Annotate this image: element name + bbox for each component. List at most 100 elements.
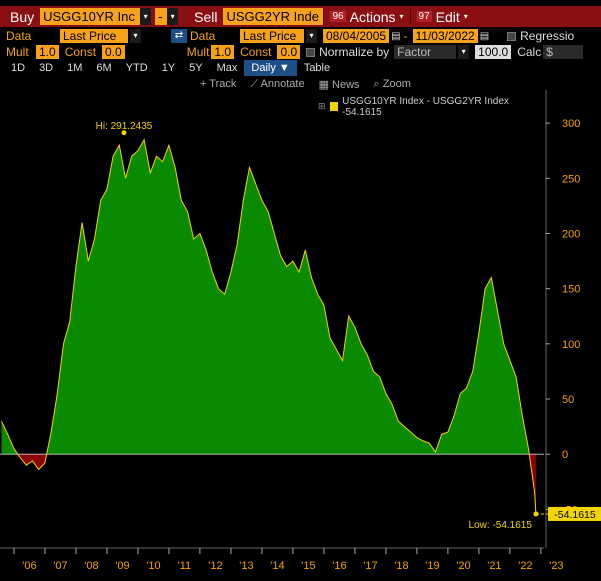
hi-marker [121, 130, 127, 136]
regression-label: Regressio [520, 29, 575, 43]
const-input-1[interactable]: 0.0 [102, 45, 125, 59]
y-tick-label: 100 [562, 339, 580, 351]
period-max[interactable]: Max [216, 62, 238, 74]
x-tick-label: '10 [146, 560, 160, 572]
track-tool[interactable]: + Track [200, 78, 237, 90]
y-tick-label: 50 [562, 394, 574, 406]
spread-chart[interactable]: 300250200150100500-50'06'07'08'09'10'11'… [0, 76, 601, 581]
data-field-1-dropdown[interactable]: ▾ [130, 29, 141, 43]
x-tick-label: '20 [456, 560, 470, 572]
x-tick-label: '07 [53, 560, 67, 572]
regression-checkbox[interactable] [507, 31, 517, 41]
buy-dropdown[interactable]: ▾ [140, 8, 152, 25]
y-tick-label: 300 [562, 118, 580, 130]
security-toolbar: Buy USGG10YR Inc ▾ - ▾ Sell USGG2YR Inde… [0, 6, 601, 27]
edit-label: Edit [435, 8, 460, 25]
calendar-icon[interactable]: ▤ [479, 30, 490, 42]
start-date-input[interactable]: 08/04/2005 [323, 29, 390, 43]
legend-expand-icon[interactable]: ⊞ [318, 101, 326, 111]
top-status-strip [0, 0, 601, 6]
calendar-icon[interactable]: ▤ [391, 30, 401, 42]
zoom-label: Zoom [382, 78, 411, 90]
news-label: News [332, 79, 360, 91]
actions-number: 96 [330, 11, 346, 22]
period-1m[interactable]: 1M [67, 62, 83, 74]
y-tick-label: 0 [562, 449, 568, 461]
mult-input-2[interactable]: 1.0 [211, 45, 235, 59]
factor-dropdown[interactable]: ▾ [458, 45, 470, 59]
x-tick-label: '21 [487, 560, 501, 572]
period-6m[interactable]: 6M [96, 62, 112, 74]
chevron-down-icon: ▾ [399, 12, 404, 21]
chevron-down-icon: ▾ [463, 12, 468, 21]
period-1y[interactable]: 1Y [161, 62, 176, 74]
y-tick-label: 250 [562, 173, 580, 185]
annotate-tool[interactable]: ⟋ Annotate [250, 78, 305, 90]
buy-security-input[interactable]: USGG10YR Inc [40, 8, 141, 25]
const-input-2[interactable]: 0.0 [277, 45, 301, 59]
x-tick-label: '22 [518, 560, 532, 572]
factor-value-input[interactable]: 100.0 [475, 45, 512, 59]
legend-swatch [329, 102, 339, 111]
sell-security-input[interactable]: USGG2YR Inde [223, 8, 324, 25]
multiplier-settings-row: Mult 1.0 Const 0.0 Mult 1.0 Const 0.0 No… [0, 44, 601, 60]
data2-label: Data [190, 29, 216, 43]
period-table[interactable]: Table [303, 62, 331, 74]
period-daily[interactable]: Daily ▼ [244, 60, 297, 76]
last-value-label: -54.1615 [554, 509, 596, 521]
positive-spread-area [1, 139, 530, 455]
swap-arrow-icon[interactable]: ⇄ [171, 29, 187, 43]
y-tick-label: 150 [562, 284, 580, 296]
period-1d[interactable]: 1D [11, 62, 26, 74]
end-date-input[interactable]: 11/03/2022 [412, 29, 478, 43]
const-label: Const [64, 45, 97, 59]
track-label: Track [209, 78, 237, 90]
data-field-2-dropdown[interactable]: ▾ [306, 29, 317, 43]
mult-label: Mult [6, 45, 29, 59]
x-tick-label: '06 [22, 560, 36, 572]
calc-label: Calc [517, 45, 542, 59]
const2-label: Const [240, 45, 272, 59]
chart-legend[interactable]: ⊞ USGG10YR Index - USGG2YR Index -54.161… [316, 95, 542, 118]
x-tick-label: '18 [394, 560, 408, 572]
actions-button[interactable]: 96 Actions ▾ [323, 8, 410, 25]
normalize-label: Normalize by [319, 45, 390, 59]
news-tool[interactable]: ▦ News [318, 79, 360, 91]
mult2-label: Mult [186, 45, 210, 59]
date-dash: - [403, 29, 408, 43]
zoom-tool[interactable]: ⌕ Zoom [373, 78, 411, 90]
x-tick-label: '12 [208, 560, 222, 572]
last-value-box [548, 506, 601, 521]
low-label: Low: -54.1615 [469, 520, 533, 531]
x-tick-label: '15 [301, 560, 315, 572]
spread-series-line [1, 138, 537, 515]
period-bar: 1D 3D 1M 6M YTD 1Y 5Y Max Daily ▼ Table [0, 60, 601, 76]
x-tick-label: '08 [84, 560, 98, 572]
x-tick-label: '19 [425, 560, 439, 572]
edit-number: 97 [416, 11, 432, 22]
sell-label: Sell [194, 8, 218, 25]
period-3d[interactable]: 3D [39, 62, 54, 74]
data-field-1[interactable]: Last Price [60, 29, 128, 43]
x-tick-label: '17 [363, 560, 377, 572]
annotate-label: Annotate [260, 78, 305, 90]
factor-select[interactable]: Factor [394, 45, 457, 59]
period-ytd[interactable]: YTD [125, 62, 148, 74]
data-settings-row: Data Last Price ▾ ⇄ Data Last Price ▾ 08… [0, 28, 601, 44]
x-tick-label: '11 [178, 560, 192, 572]
calc-select[interactable]: $ [543, 45, 584, 59]
edit-button[interactable]: 97 Edit ▾ [409, 8, 474, 25]
mult-input-1[interactable]: 1.0 [36, 45, 59, 59]
data-label: Data [6, 29, 32, 43]
data-field-2[interactable]: Last Price [240, 29, 304, 43]
hi-label: Hi: 291.2435 [96, 121, 153, 132]
period-5y[interactable]: 5Y [189, 62, 203, 74]
normalize-checkbox[interactable] [306, 47, 316, 57]
x-tick-label: '09 [115, 560, 129, 572]
operator-field[interactable]: - [155, 8, 168, 25]
x-tick-label: '14 [270, 560, 284, 572]
x-tick-label: '13 [239, 560, 253, 572]
operator-dropdown[interactable]: ▾ [167, 8, 179, 25]
legend-text: USGG10YR Index - USGG2YR Index -54.1615 [342, 95, 509, 118]
x-tick-label: '16 [332, 560, 346, 572]
